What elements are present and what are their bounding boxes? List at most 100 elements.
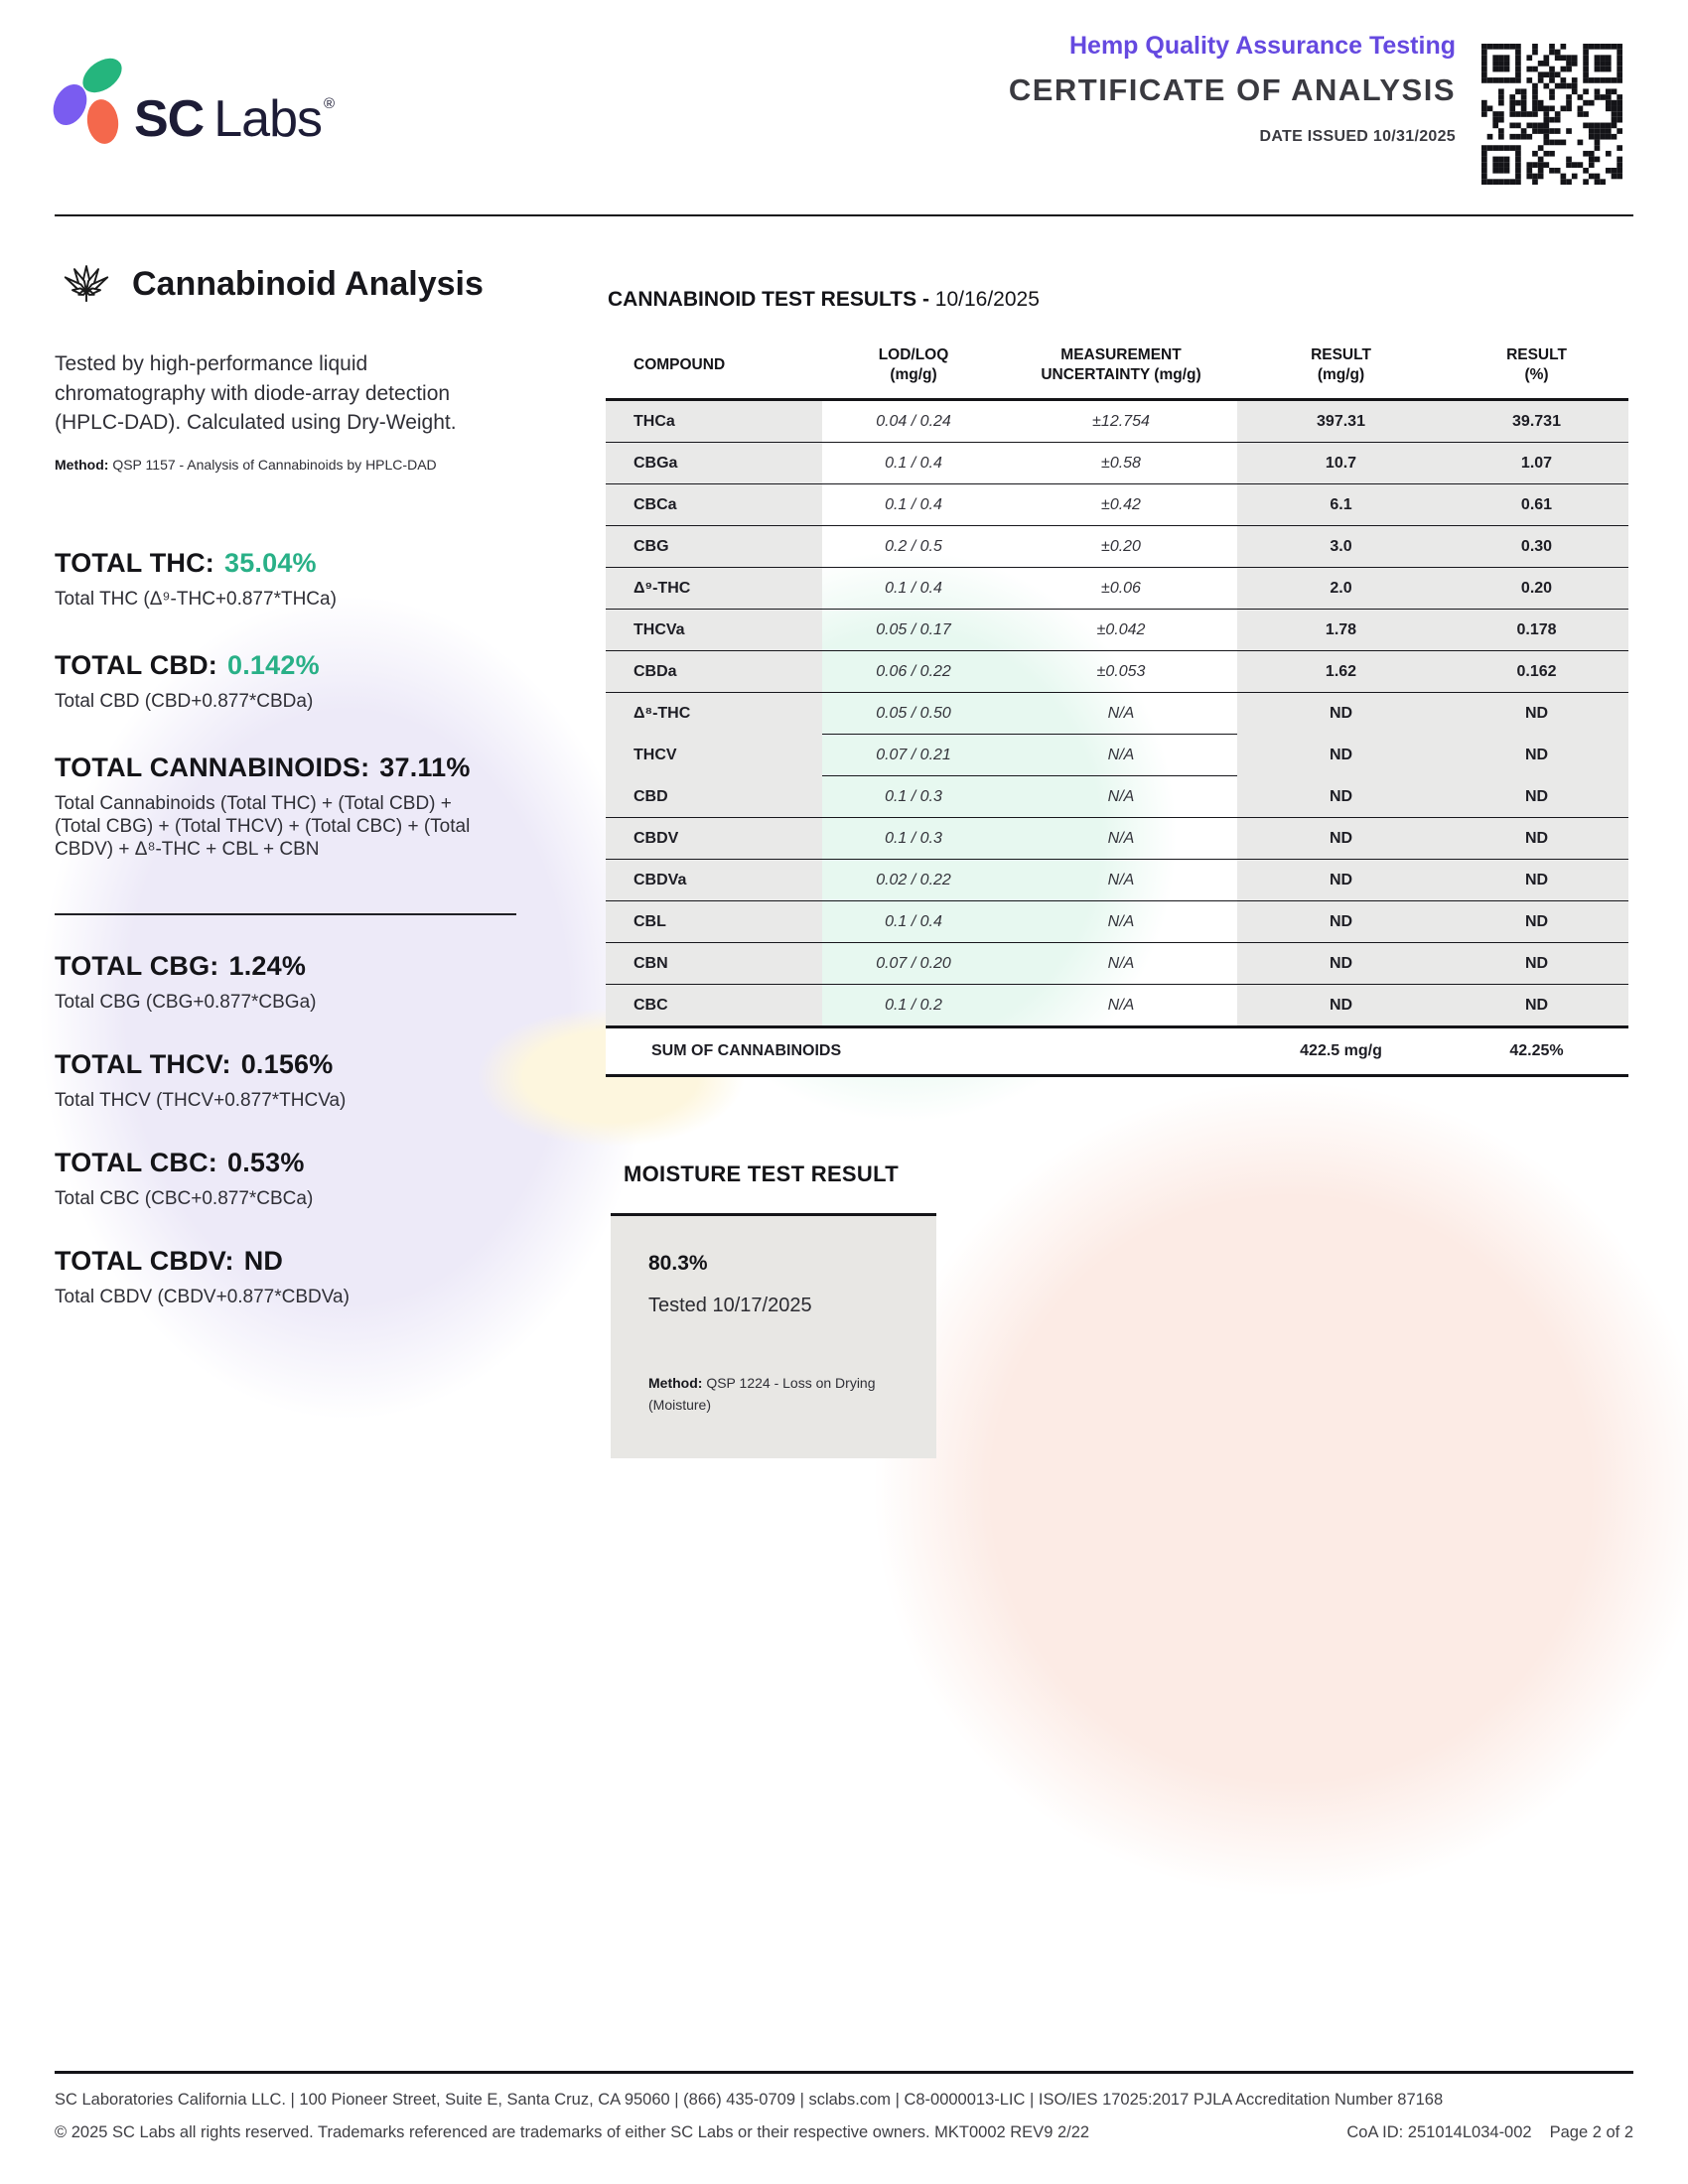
cell-compound: CBN — [606, 942, 822, 985]
cell-unc: ±0.20 — [1005, 525, 1237, 568]
table-row: CBD 0.1 / 0.3 N/A ND ND — [606, 775, 1628, 818]
cell-unc: ±12.754 — [1092, 412, 1150, 430]
cell-pct: 0.20 — [1445, 567, 1628, 610]
cell-pct: 39.731 — [1445, 399, 1628, 443]
sclabs-logo-text: SC Labs ® — [134, 76, 335, 147]
moisture-value: 80.3% — [648, 1252, 708, 1275]
total-cbd-formula: Total CBD (CBD+0.877*CBDa) — [55, 691, 314, 712]
cell-unc: N/A — [1005, 692, 1237, 735]
column-header-pct: RESULT (%) — [1445, 336, 1628, 402]
total-cbc-label: TOTAL CBC: — [55, 1148, 217, 1177]
cell-pct: ND — [1445, 692, 1628, 735]
table-row: CBC 0.1 / 0.2 N/A ND ND — [606, 984, 1628, 1027]
cell-compound: CBC — [606, 984, 822, 1027]
total-cannabinoids-block: TOTAL CANNABINOIDS: 37.11% Total Cannabin… — [55, 752, 511, 861]
total-cannabinoids-label: TOTAL CANNABINOIDS: — [55, 752, 370, 782]
cell-mg: ND — [1237, 817, 1445, 860]
cell-lod: 0.07 / 0.21 — [822, 734, 1005, 776]
total-thc-block: TOTAL THC: 35.04% Total THC (Δ⁹-THC+0.877… — [55, 548, 511, 611]
table-row: CBG 0.2 / 0.5 ±0.20 3.0 0.30 — [606, 525, 1628, 568]
cannabinoid-analysis-header: Cannabinoid Analysis — [55, 250, 484, 318]
total-cbc-block: TOTAL CBC: 0.53% Total CBC (CBC+0.877*CBC… — [55, 1148, 511, 1210]
table-row: CBCa 0.1 / 0.4 ±0.42 6.1 0.61 — [606, 483, 1628, 526]
total-thc-formula: Total THC (Δ⁹-THC+0.877*THCa) — [55, 589, 337, 610]
cell-pct: 1.07 — [1445, 442, 1628, 484]
cell-lod: 0.1 / 0.4 — [822, 567, 1005, 610]
date-issued: DATE ISSUED 10/31/2025 — [1259, 128, 1456, 145]
table-row: THCVa 0.05 / 0.17 ±0.042 1.78 0.178 — [606, 609, 1628, 651]
cell-pct: 0.162 — [1445, 650, 1628, 693]
total-cbc-value: 0.53% — [227, 1148, 305, 1177]
cell-unc: ±0.053 — [1005, 650, 1237, 693]
table-row: CBDV 0.1 / 0.3 N/A ND ND — [606, 817, 1628, 860]
cell-compound: CBDa — [606, 650, 822, 693]
cell-lod: 0.04 / 0.24 — [876, 412, 951, 430]
cell-pct: ND — [1445, 984, 1628, 1027]
peach-blob-decoration — [874, 1082, 1688, 1896]
cell-lod: 0.1 / 0.4 — [822, 483, 1005, 526]
cell-pct: ND — [1445, 775, 1628, 818]
column-header-mg: RESULT (mg/g) — [1237, 336, 1445, 402]
table-sum-section: SUM OF CANNABINOIDS 422.5 mg/g 42.25% — [606, 1025, 1628, 1078]
cell-lod: 0.06 / 0.22 — [822, 650, 1005, 693]
total-thcv-formula: Total THCV (THCV+0.877*THCVa) — [55, 1090, 347, 1111]
moisture-tested-date: Tested 10/17/2025 — [648, 1295, 812, 1316]
moisture-method-text: QSP 1224 - Loss on Drying (Moisture) — [648, 1375, 876, 1413]
total-cbdv-value: ND — [243, 1246, 284, 1276]
total-cbd-value: 0.142% — [227, 650, 320, 680]
cell-lod: 0.1 / 0.4 — [822, 442, 1005, 484]
moisture-method-label: Method: — [648, 1375, 703, 1391]
cell-compound: CBL — [606, 900, 822, 943]
cell-compound: THCa — [606, 399, 822, 443]
cell-compound: THCV — [606, 734, 822, 776]
total-cbc-formula: Total CBC (CBC+0.877*CBCa) — [55, 1188, 314, 1209]
totals-primary: TOTAL THC: 35.04% Total THC (Δ⁹-THC+0.877… — [55, 548, 511, 900]
cell-unc: ±0.042 — [1005, 609, 1237, 651]
cell-mg: 1.78 — [1237, 609, 1445, 651]
cell-mg: 1.62 — [1237, 650, 1445, 693]
cell-lod: 0.1 / 0.3 — [822, 775, 1005, 818]
analysis-method: Method: QSP 1157 - Analysis of Cannabino… — [55, 457, 437, 473]
header-divider — [55, 214, 1633, 216]
total-cbd-label: TOTAL CBD: — [55, 650, 217, 680]
footer-lab-info: SC Laboratories California LLC. | 100 Pi… — [55, 2091, 1444, 2109]
total-cannabinoids-value: 37.11% — [379, 752, 471, 782]
sclabs-logo-icon — [47, 51, 129, 147]
total-cbg-value: 1.24% — [228, 951, 307, 981]
program-title: Hemp Quality Assurance Testing — [1069, 32, 1456, 60]
cell-lod: 0.05 / 0.50 — [822, 692, 1005, 735]
total-thc-label: TOTAL THC: — [55, 548, 214, 578]
table-row: CBGa 0.1 / 0.4 ±0.58 10.7 1.07 — [606, 442, 1628, 484]
cell-mg: ND — [1237, 775, 1445, 818]
table-header: COMPOUND LOD/LOQ (mg/g) MEASUREMENT UNCERTAI… — [606, 336, 1628, 402]
section-title: Cannabinoid Analysis — [132, 264, 484, 303]
footer-divider — [55, 2071, 1633, 2074]
cell-unc: N/A — [1005, 900, 1237, 943]
cell-unc: N/A — [1005, 859, 1237, 901]
table-body: THCa 0.04 / 0.24 ±12.754 397.31 39.731 CBGa 0.… — [606, 399, 1628, 1027]
cell-compound: CBGa — [606, 442, 822, 484]
cell-compound: Δ⁸-THC — [606, 692, 822, 735]
cell-compound: CBDV — [606, 817, 822, 860]
cell-mg: ND — [1237, 900, 1445, 943]
cell-compound: THCVa — [606, 609, 822, 651]
results-table-title-date: 10/16/2025 — [934, 288, 1040, 311]
cell-mg: 397.31 — [1237, 399, 1445, 443]
cell-unc: N/A — [1005, 734, 1237, 776]
total-cbdv-label: TOTAL CBDV: — [55, 1246, 234, 1276]
table-row: CBDVa 0.02 / 0.22 N/A ND ND — [606, 859, 1628, 901]
cell-lod: 0.1 / 0.2 — [822, 984, 1005, 1027]
sum-row: SUM OF CANNABINOIDS 422.5 mg/g 42.25% — [606, 1025, 1628, 1078]
footer-copyright: © 2025 SC Labs all rights reserved. Trad… — [55, 2123, 1090, 2141]
footer-legal-row: © 2025 SC Labs all rights reserved. Trad… — [55, 2123, 1633, 2142]
total-cannabinoids-formula: Total Cannabinoids (Total THC) + (Total … — [55, 793, 471, 860]
column-header-unc: MEASUREMENT UNCERTAINTY (mg/g) — [1005, 336, 1237, 402]
moisture-result-box: 80.3% Tested 10/17/2025 Method: QSP 1224… — [611, 1213, 936, 1458]
sum-label: SUM OF CANNABINOIDS — [606, 1025, 1237, 1078]
total-thcv-label: TOTAL THCV: — [55, 1049, 231, 1079]
total-thcv-value: 0.156% — [240, 1049, 334, 1079]
cell-mg: 2.0 — [1237, 567, 1445, 610]
cell-lod: 0.05 / 0.17 — [822, 609, 1005, 651]
sum-result-pct: 42.25% — [1445, 1025, 1628, 1078]
